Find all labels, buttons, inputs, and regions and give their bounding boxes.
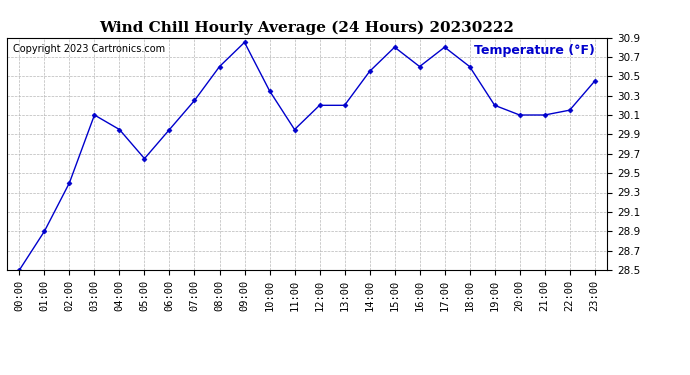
Text: Temperature (°F): Temperature (°F) [474,45,595,57]
Title: Wind Chill Hourly Average (24 Hours) 20230222: Wind Chill Hourly Average (24 Hours) 202… [99,21,515,35]
Text: Copyright 2023 Cartronics.com: Copyright 2023 Cartronics.com [13,45,165,54]
